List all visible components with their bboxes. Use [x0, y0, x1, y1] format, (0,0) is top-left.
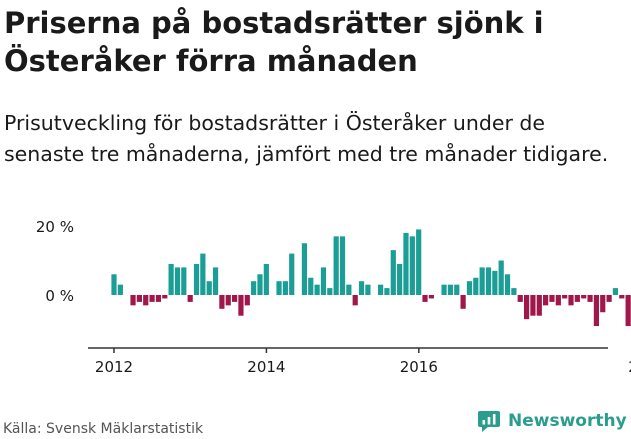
bar — [225, 295, 231, 306]
bar — [282, 281, 288, 295]
bar — [625, 295, 631, 327]
bar — [346, 284, 352, 295]
bar — [206, 281, 212, 295]
bar — [327, 288, 333, 295]
bar — [377, 284, 384, 295]
bar — [600, 295, 606, 313]
bar — [523, 295, 530, 320]
bar — [143, 295, 149, 306]
bar — [263, 263, 269, 295]
bar — [193, 263, 200, 295]
chart-subtitle: Prisutveckling för bostadsrätter i Öster… — [4, 111, 609, 166]
bar — [352, 295, 358, 306]
bar — [149, 295, 155, 302]
x-tick-label: 2016 — [400, 358, 438, 376]
bar — [498, 260, 504, 295]
bar — [568, 295, 574, 306]
bar — [384, 288, 390, 295]
bar — [492, 270, 498, 295]
bar — [251, 281, 257, 295]
bar — [416, 229, 422, 295]
bar — [289, 253, 295, 295]
bar — [174, 267, 181, 295]
bar — [181, 267, 187, 295]
bar — [333, 236, 339, 295]
x-tick-label: 2014 — [247, 358, 285, 376]
brand-logo: Newsworthy — [476, 408, 627, 434]
source-note: Källa: Svensk Mäklarstatistik — [3, 421, 204, 437]
bar — [308, 277, 314, 295]
page-title: Priserna på bostadsrätter sjönk i Österå… — [4, 6, 544, 78]
bar — [314, 284, 320, 295]
bar — [232, 295, 238, 302]
bar — [536, 295, 542, 316]
bar — [257, 274, 263, 295]
y-tick-label: 20 % — [36, 218, 74, 236]
bar — [111, 274, 117, 295]
bar — [130, 295, 136, 306]
bar — [441, 284, 447, 295]
bar — [397, 263, 403, 295]
bar — [276, 281, 282, 295]
bar — [587, 295, 593, 302]
bar — [454, 284, 460, 295]
bar — [117, 284, 123, 295]
bar — [187, 295, 193, 302]
x-tick-label: 2012 — [95, 358, 133, 376]
bar — [409, 236, 415, 295]
bar — [517, 295, 523, 302]
bar — [562, 295, 568, 299]
bar — [504, 274, 511, 295]
bar — [339, 236, 346, 295]
bar — [238, 295, 244, 316]
bar — [422, 295, 428, 302]
newsworthy-logo-icon — [478, 411, 500, 432]
brand-name: Newsworthy — [508, 411, 627, 431]
bar-chart: 0 %20 %−5 %201220142016201920212023 — [36, 218, 631, 376]
bar — [460, 295, 466, 309]
bar — [168, 263, 174, 295]
bar — [358, 281, 365, 295]
bar — [212, 267, 219, 295]
bar — [447, 284, 454, 295]
bar — [155, 295, 162, 302]
bar — [466, 281, 473, 295]
bar — [320, 267, 327, 295]
bar — [403, 232, 409, 295]
bar — [581, 295, 587, 299]
bar — [200, 253, 206, 295]
bar — [593, 295, 599, 327]
bar — [136, 295, 142, 302]
x-tick-label: 2019 — [628, 358, 631, 376]
bar — [365, 284, 371, 295]
bar — [162, 295, 168, 299]
bar — [244, 295, 250, 306]
bar — [479, 267, 485, 295]
y-tick-label: 0 % — [45, 287, 74, 305]
bar — [428, 295, 434, 299]
bar — [619, 295, 625, 299]
bar — [219, 295, 225, 309]
bar — [530, 295, 536, 316]
bar — [612, 288, 619, 295]
bar — [301, 243, 308, 295]
bar — [555, 295, 561, 306]
bar — [543, 295, 549, 306]
bar — [606, 295, 612, 302]
bar — [473, 277, 479, 295]
bar — [485, 267, 492, 295]
bar — [511, 288, 517, 295]
bar — [574, 295, 580, 302]
bar — [549, 295, 555, 302]
bar — [390, 250, 396, 295]
